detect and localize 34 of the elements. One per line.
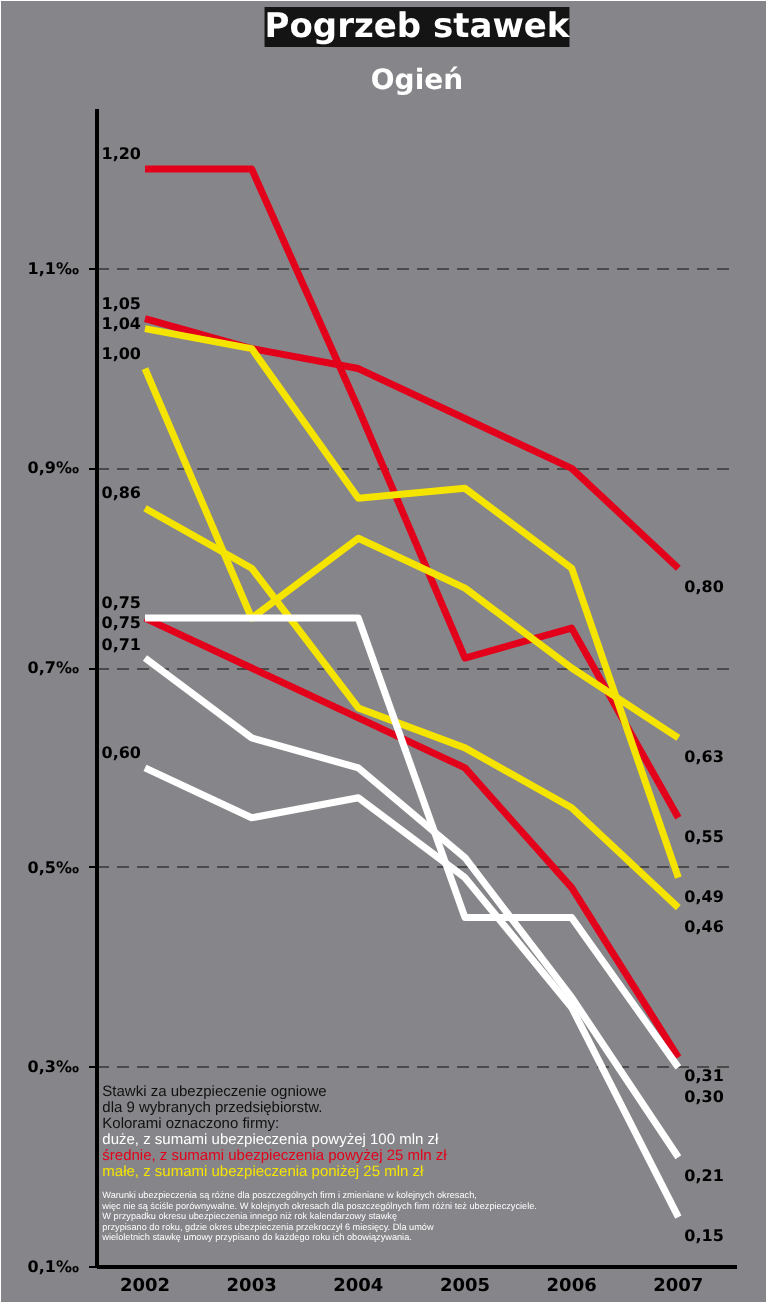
data-label: 0,86 xyxy=(101,484,142,503)
y-tick-label: 0,9‰ xyxy=(27,459,80,478)
x-tick-label: 2007 xyxy=(653,1277,704,1297)
x-tick-label: 2006 xyxy=(546,1277,597,1297)
y-tick-label: 1,1‰ xyxy=(27,259,80,278)
data-label: 0,75 xyxy=(101,614,142,633)
data-label: 1,04 xyxy=(101,315,142,334)
data-label: 1,20 xyxy=(101,144,142,163)
data-label: 0,80 xyxy=(684,578,725,597)
data-label: 0,30 xyxy=(684,1087,725,1106)
data-label: 0,71 xyxy=(101,636,142,655)
data-label: 0,63 xyxy=(684,747,724,766)
y-tick-label: 0,1‰ xyxy=(27,1258,80,1276)
x-tick-label: 2002 xyxy=(119,1277,171,1297)
data-label: 1,00 xyxy=(101,344,142,363)
data-label: 0,31 xyxy=(684,1067,725,1086)
y-tick-label: 0,5‰ xyxy=(27,858,80,877)
data-label: 1,05 xyxy=(101,294,142,313)
data-label: 0,75 xyxy=(101,594,142,613)
data-label: 0,55 xyxy=(684,827,725,846)
line-series xyxy=(141,325,682,882)
data-label: 0,49 xyxy=(684,887,725,906)
y-tick-label: 0,3‰ xyxy=(27,1058,80,1077)
x-tick-label: 2004 xyxy=(333,1277,384,1297)
x-tick-label: 2005 xyxy=(439,1277,491,1297)
data-label: 0,15 xyxy=(684,1227,725,1246)
y-tick-label: 0,7‰ xyxy=(27,659,80,678)
data-label: 0,60 xyxy=(101,743,142,762)
line-series xyxy=(141,165,682,822)
chart-title: Pogrzeb stawek xyxy=(264,7,571,47)
data-label: 0,21 xyxy=(684,1167,725,1186)
x-tick-label: 2003 xyxy=(226,1277,277,1297)
data-label: 0,46 xyxy=(684,917,725,936)
chart-subtitle: Ogień xyxy=(370,65,464,97)
